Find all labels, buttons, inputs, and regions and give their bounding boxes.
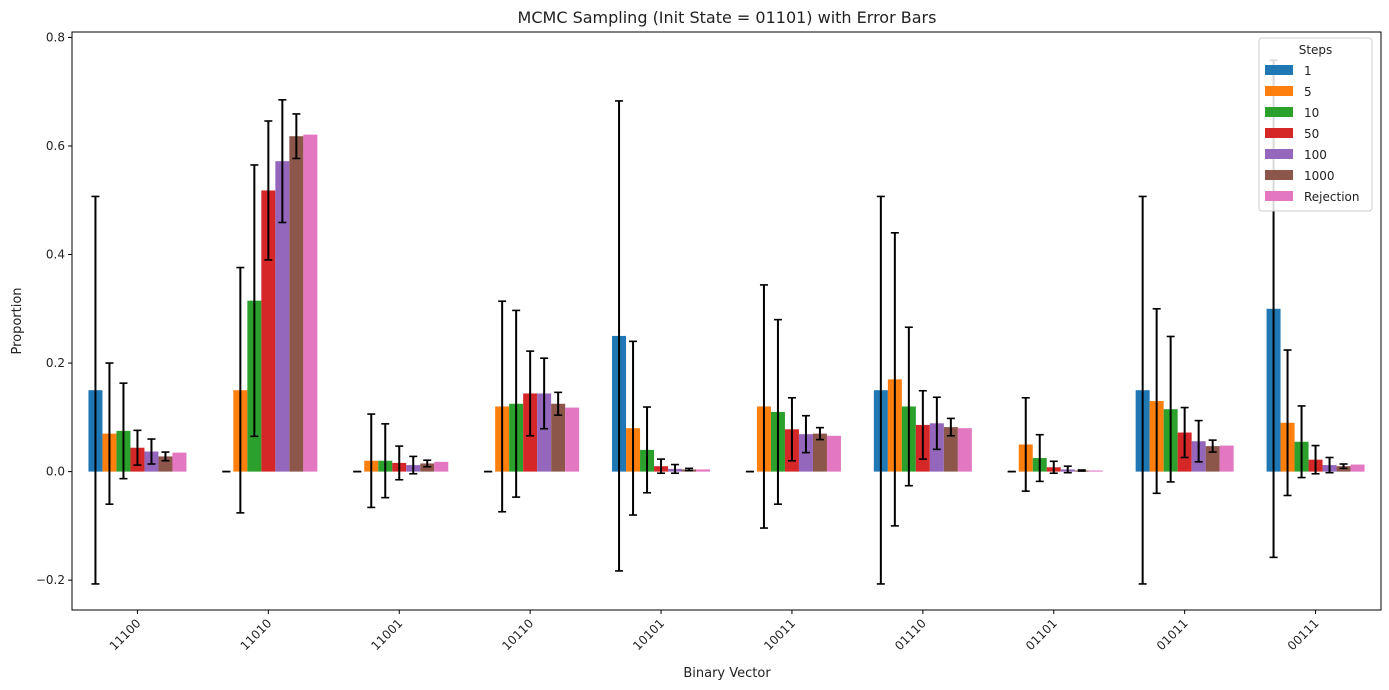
legend: Steps 1 5 10 50 100 1000 Rejection	[1258, 37, 1373, 212]
bar-10110-series-Rejection	[565, 407, 580, 472]
y-axis: −0.2 0.0 0.2 0.4 0.6 0.8	[36, 30, 72, 587]
x-tick-label: 10101	[630, 616, 667, 653]
legend-label-100: 100	[1304, 148, 1327, 162]
legend-swatch-10	[1265, 107, 1293, 117]
legend-label-Rejection: Rejection	[1304, 190, 1359, 204]
x-tick-label: 11100	[107, 616, 144, 653]
bar-01110-series-1000	[943, 427, 958, 472]
bar-11100-series-Rejection	[172, 452, 187, 472]
bar-11001-series-1000	[420, 463, 435, 472]
x-tick-label: 10110	[499, 616, 536, 653]
x-tick-label: 00111	[1285, 616, 1322, 653]
y-tick-label: 0.8	[46, 30, 65, 44]
x-tick-label: 01011	[1154, 616, 1191, 653]
y-tick-label: 0.4	[46, 248, 65, 262]
legend-label-5: 5	[1304, 85, 1312, 99]
x-tick-label: 11010	[238, 616, 275, 653]
y-tick-label: 0.6	[46, 139, 65, 153]
bar-11001-series-Rejection	[434, 461, 449, 472]
legend-label-50: 50	[1304, 127, 1319, 141]
legend-swatch-1000	[1265, 170, 1293, 180]
legend-label-10: 10	[1304, 106, 1319, 120]
x-axis: 11100 11010 11001 10110 10101 10011 01110 01101…	[107, 610, 1322, 653]
axes-frame	[71, 31, 1382, 611]
legend-title: Steps	[1299, 43, 1333, 57]
legend-swatch-5	[1265, 86, 1293, 96]
bar-10110-series-1000	[551, 403, 566, 472]
bar-01011-series-Rejection	[1219, 445, 1234, 472]
y-tick-label: 0.2	[46, 356, 65, 370]
bar-11010-series-100	[275, 161, 290, 472]
x-tick-label: 01110	[892, 616, 929, 653]
y-tick-label: 0.0	[46, 465, 65, 479]
legend-box	[1258, 37, 1373, 212]
legend-swatch-50	[1265, 128, 1293, 138]
legend-swatch-Rejection	[1265, 191, 1293, 201]
legend-label-1000: 1000	[1304, 169, 1335, 183]
bar-01110-series-Rejection	[957, 428, 972, 472]
bar-10110-series-100	[537, 393, 552, 472]
plot-area	[88, 59, 1365, 585]
bar-11010-series-Rejection	[303, 134, 318, 472]
x-tick-label: 11001	[368, 616, 405, 653]
bar-01101-series-Rejection	[1088, 470, 1103, 472]
legend-label-1: 1	[1304, 64, 1312, 78]
bar-11010-series-50	[261, 190, 276, 472]
x-axis-label: Binary Vector	[683, 666, 771, 681]
chart-title: MCMC Sampling (Init State = 01101) with …	[518, 8, 937, 27]
x-tick-label: 10011	[761, 616, 798, 653]
bar-00111-series-Rejection	[1350, 464, 1365, 472]
legend-swatch-100	[1265, 149, 1293, 159]
bar-10011-series-Rejection	[826, 435, 841, 472]
bar-10011-series-1000	[812, 433, 827, 472]
x-tick-label: 01101	[1023, 616, 1060, 653]
y-axis-label: Proportion	[10, 287, 25, 354]
legend-swatch-1	[1265, 65, 1293, 75]
bar-11010-series-1000	[289, 136, 304, 472]
bar-10101-series-Rejection	[696, 469, 711, 472]
y-tick-label: −0.2	[36, 573, 65, 587]
